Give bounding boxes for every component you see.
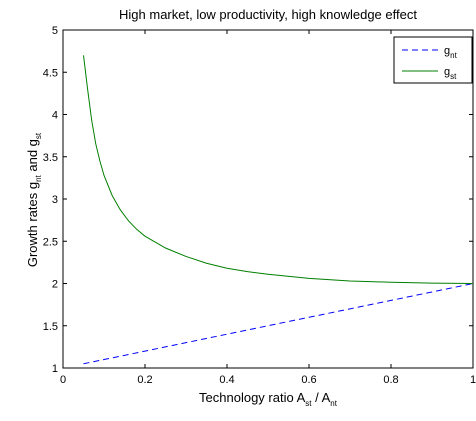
y-axis-label: Growth rates gnt and gst — [25, 132, 43, 267]
y-tick-label: 4 — [52, 110, 58, 122]
x-axis: 0 0.2 0.4 0.6 0.8 1 — [60, 30, 476, 386]
x-tick-label: 0 — [60, 374, 66, 386]
y-axis-label-mid: and g — [25, 139, 40, 175]
x-axis-label: Technology ratio Ast / Ant — [199, 390, 338, 408]
y-tick-label: 3 — [52, 194, 58, 206]
y-tick-label: 5 — [52, 25, 58, 37]
legend-gnt-sub: nt — [450, 51, 457, 60]
legend-box — [393, 36, 473, 84]
y-axis-label-main: Growth rates g — [25, 182, 40, 267]
y-axis-label-sub2: st — [34, 132, 43, 139]
legend-label-gst: gst — [444, 66, 457, 81]
x-axis-label-mid: / A — [312, 390, 331, 405]
y-tick-label: 4.5 — [43, 67, 58, 79]
x-axis-label-sub1: st — [305, 399, 312, 408]
y-tick-label: 2.5 — [43, 236, 58, 248]
x-tick-label: 0.8 — [383, 374, 398, 386]
legend: gnt gst — [393, 36, 473, 84]
x-axis-label-main: Technology ratio A — [199, 390, 306, 405]
chart-title: High market, low productivity, high know… — [119, 7, 417, 22]
x-tick-label: 0.6 — [301, 374, 316, 386]
legend-gst-name: g — [444, 66, 450, 78]
y-axis-label-sub1: nt — [34, 174, 43, 181]
x-axis-label-sub2: nt — [330, 399, 337, 408]
x-tick-label: 0.2 — [137, 374, 152, 386]
y-axis: 1 1.5 2 2.5 3 3.5 4 4.5 5 — [43, 25, 473, 375]
y-tick-label: 3.5 — [43, 152, 58, 164]
series-line-gst — [83, 55, 474, 284]
x-tick-label: 1 — [470, 374, 476, 386]
legend-label-gnt: gnt — [444, 45, 458, 60]
y-tick-label: 2 — [52, 279, 58, 291]
plot-area — [62, 29, 474, 369]
x-tick-label: 0.4 — [219, 374, 234, 386]
legend-gnt-name: g — [444, 45, 450, 57]
y-tick-label: 1.5 — [43, 321, 58, 333]
series-layer — [83, 55, 474, 365]
legend-gst-sub: st — [450, 72, 457, 81]
y-tick-label: 1 — [52, 363, 58, 375]
